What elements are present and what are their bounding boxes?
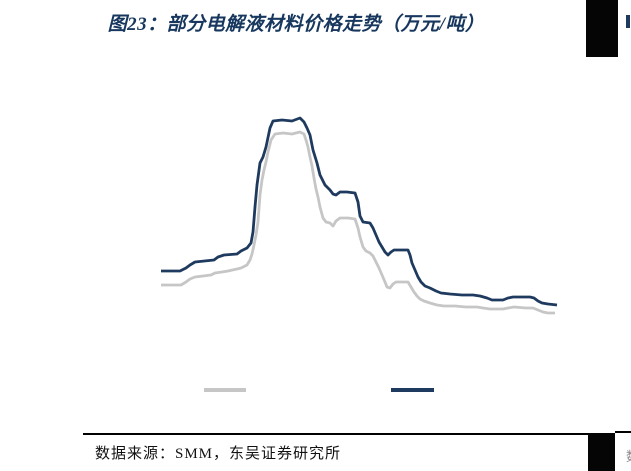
chart-legend xyxy=(0,386,631,394)
legend-swatch-navy-icon xyxy=(391,388,434,392)
adjacent-source-text-fragment: 数 xyxy=(626,446,631,465)
data-source-text: 数据来源：SMM，东吴证券研究所 xyxy=(95,446,342,462)
redaction-block-bottom xyxy=(588,433,615,471)
adjacent-figure-title-fragment xyxy=(626,15,630,28)
redaction-block-top xyxy=(586,0,618,57)
series-navy-line xyxy=(161,116,558,307)
legend-swatch-gray-icon xyxy=(204,388,246,392)
data-source-strip: 数据来源：SMM，东吴证券研究所 xyxy=(83,433,588,471)
adjacent-source-strip: 数 xyxy=(615,431,631,471)
figure-title: 图23：部分电解液材料价格走势（万元/吨） xyxy=(107,14,485,35)
series-gray-line xyxy=(161,130,555,315)
